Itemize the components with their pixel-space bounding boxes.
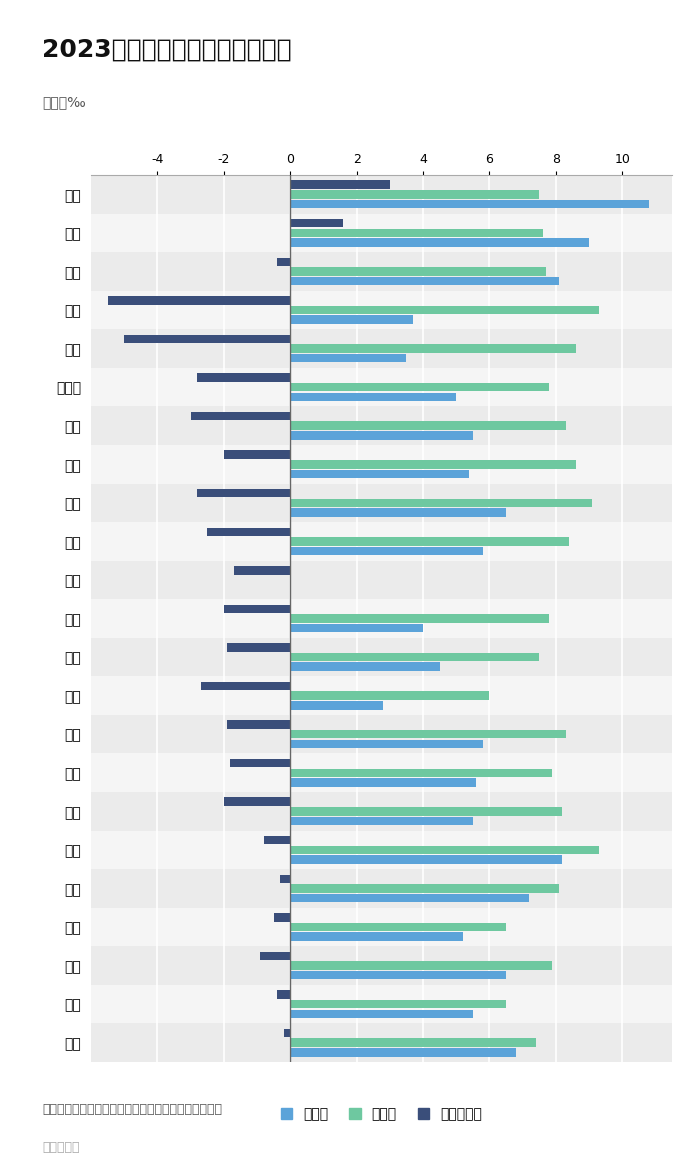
Bar <box>91 483 672 522</box>
Bar <box>197 489 290 497</box>
Bar <box>290 971 506 979</box>
Bar <box>290 537 569 546</box>
Text: 数据来源：地方统计局（部分省份相关数据暂未公布）: 数据来源：地方统计局（部分省份相关数据暂未公布） <box>42 1103 222 1116</box>
Bar <box>227 643 290 651</box>
Bar <box>290 923 506 931</box>
Bar <box>290 932 463 941</box>
Bar <box>91 677 672 715</box>
Bar <box>290 200 649 208</box>
Bar <box>284 1029 290 1037</box>
Bar <box>290 421 566 429</box>
Bar <box>290 354 407 363</box>
Bar <box>190 412 290 420</box>
Bar <box>124 335 290 343</box>
Bar <box>290 383 550 391</box>
Bar <box>108 296 290 305</box>
Bar <box>290 392 456 401</box>
Bar <box>224 450 290 459</box>
Bar <box>290 778 476 787</box>
Bar <box>91 175 672 214</box>
Bar <box>91 560 672 599</box>
Bar <box>290 469 470 478</box>
Bar <box>264 836 290 845</box>
Bar <box>260 951 290 960</box>
Bar <box>290 808 562 816</box>
Bar <box>91 445 672 483</box>
Bar <box>91 869 672 908</box>
Bar <box>290 817 473 825</box>
Bar <box>290 1009 473 1018</box>
Bar <box>290 1039 536 1047</box>
Bar <box>290 729 566 739</box>
Bar <box>91 754 672 792</box>
Text: 城市进化论: 城市进化论 <box>42 1141 80 1154</box>
Bar <box>290 885 559 893</box>
Bar <box>274 913 290 922</box>
Bar <box>290 691 489 700</box>
Bar <box>91 638 672 677</box>
Bar <box>91 329 672 368</box>
Bar <box>91 715 672 754</box>
Text: 单位：‰: 单位：‰ <box>42 96 85 110</box>
Legend: 出生率, 死亡率, 自然增长率: 出生率, 死亡率, 自然增长率 <box>281 1107 482 1121</box>
Bar <box>224 605 290 613</box>
Bar <box>230 759 290 768</box>
Bar <box>91 792 672 831</box>
Bar <box>277 991 290 999</box>
Bar <box>290 894 529 902</box>
Bar <box>290 190 539 198</box>
Bar <box>290 663 440 671</box>
Bar <box>91 599 672 638</box>
Bar <box>290 508 506 517</box>
Bar <box>290 219 343 228</box>
Bar <box>290 1000 506 1008</box>
Bar <box>227 720 290 729</box>
Bar <box>91 985 672 1023</box>
Bar <box>290 306 599 314</box>
Bar <box>91 908 672 946</box>
Bar <box>290 229 542 237</box>
Bar <box>290 846 599 854</box>
Bar <box>290 181 390 189</box>
Bar <box>290 267 546 275</box>
Text: 2023年部分省份人口自然增长率: 2023年部分省份人口自然增长率 <box>42 37 292 62</box>
Bar <box>290 701 383 710</box>
Bar <box>290 498 592 508</box>
Bar <box>91 252 672 291</box>
Bar <box>290 431 473 440</box>
Bar <box>197 373 290 382</box>
Bar <box>290 962 552 970</box>
Bar <box>290 238 589 246</box>
Bar <box>290 547 483 555</box>
Bar <box>290 344 575 352</box>
Bar <box>91 368 672 406</box>
Bar <box>290 740 483 748</box>
Bar <box>290 769 552 777</box>
Bar <box>224 797 290 806</box>
Bar <box>290 1048 516 1056</box>
Bar <box>91 291 672 329</box>
Bar <box>280 874 290 883</box>
Bar <box>91 406 672 445</box>
Bar <box>207 527 290 536</box>
Bar <box>91 1023 672 1062</box>
Bar <box>91 214 672 252</box>
Bar <box>290 460 575 468</box>
Bar <box>91 831 672 869</box>
Bar <box>201 682 290 690</box>
Bar <box>91 522 672 560</box>
Bar <box>290 855 562 864</box>
Bar <box>290 614 550 623</box>
Bar <box>290 315 413 324</box>
Bar <box>290 277 559 286</box>
Bar <box>290 652 539 662</box>
Bar <box>290 624 423 633</box>
Bar <box>234 566 290 574</box>
Bar <box>277 258 290 266</box>
Bar <box>91 946 672 985</box>
